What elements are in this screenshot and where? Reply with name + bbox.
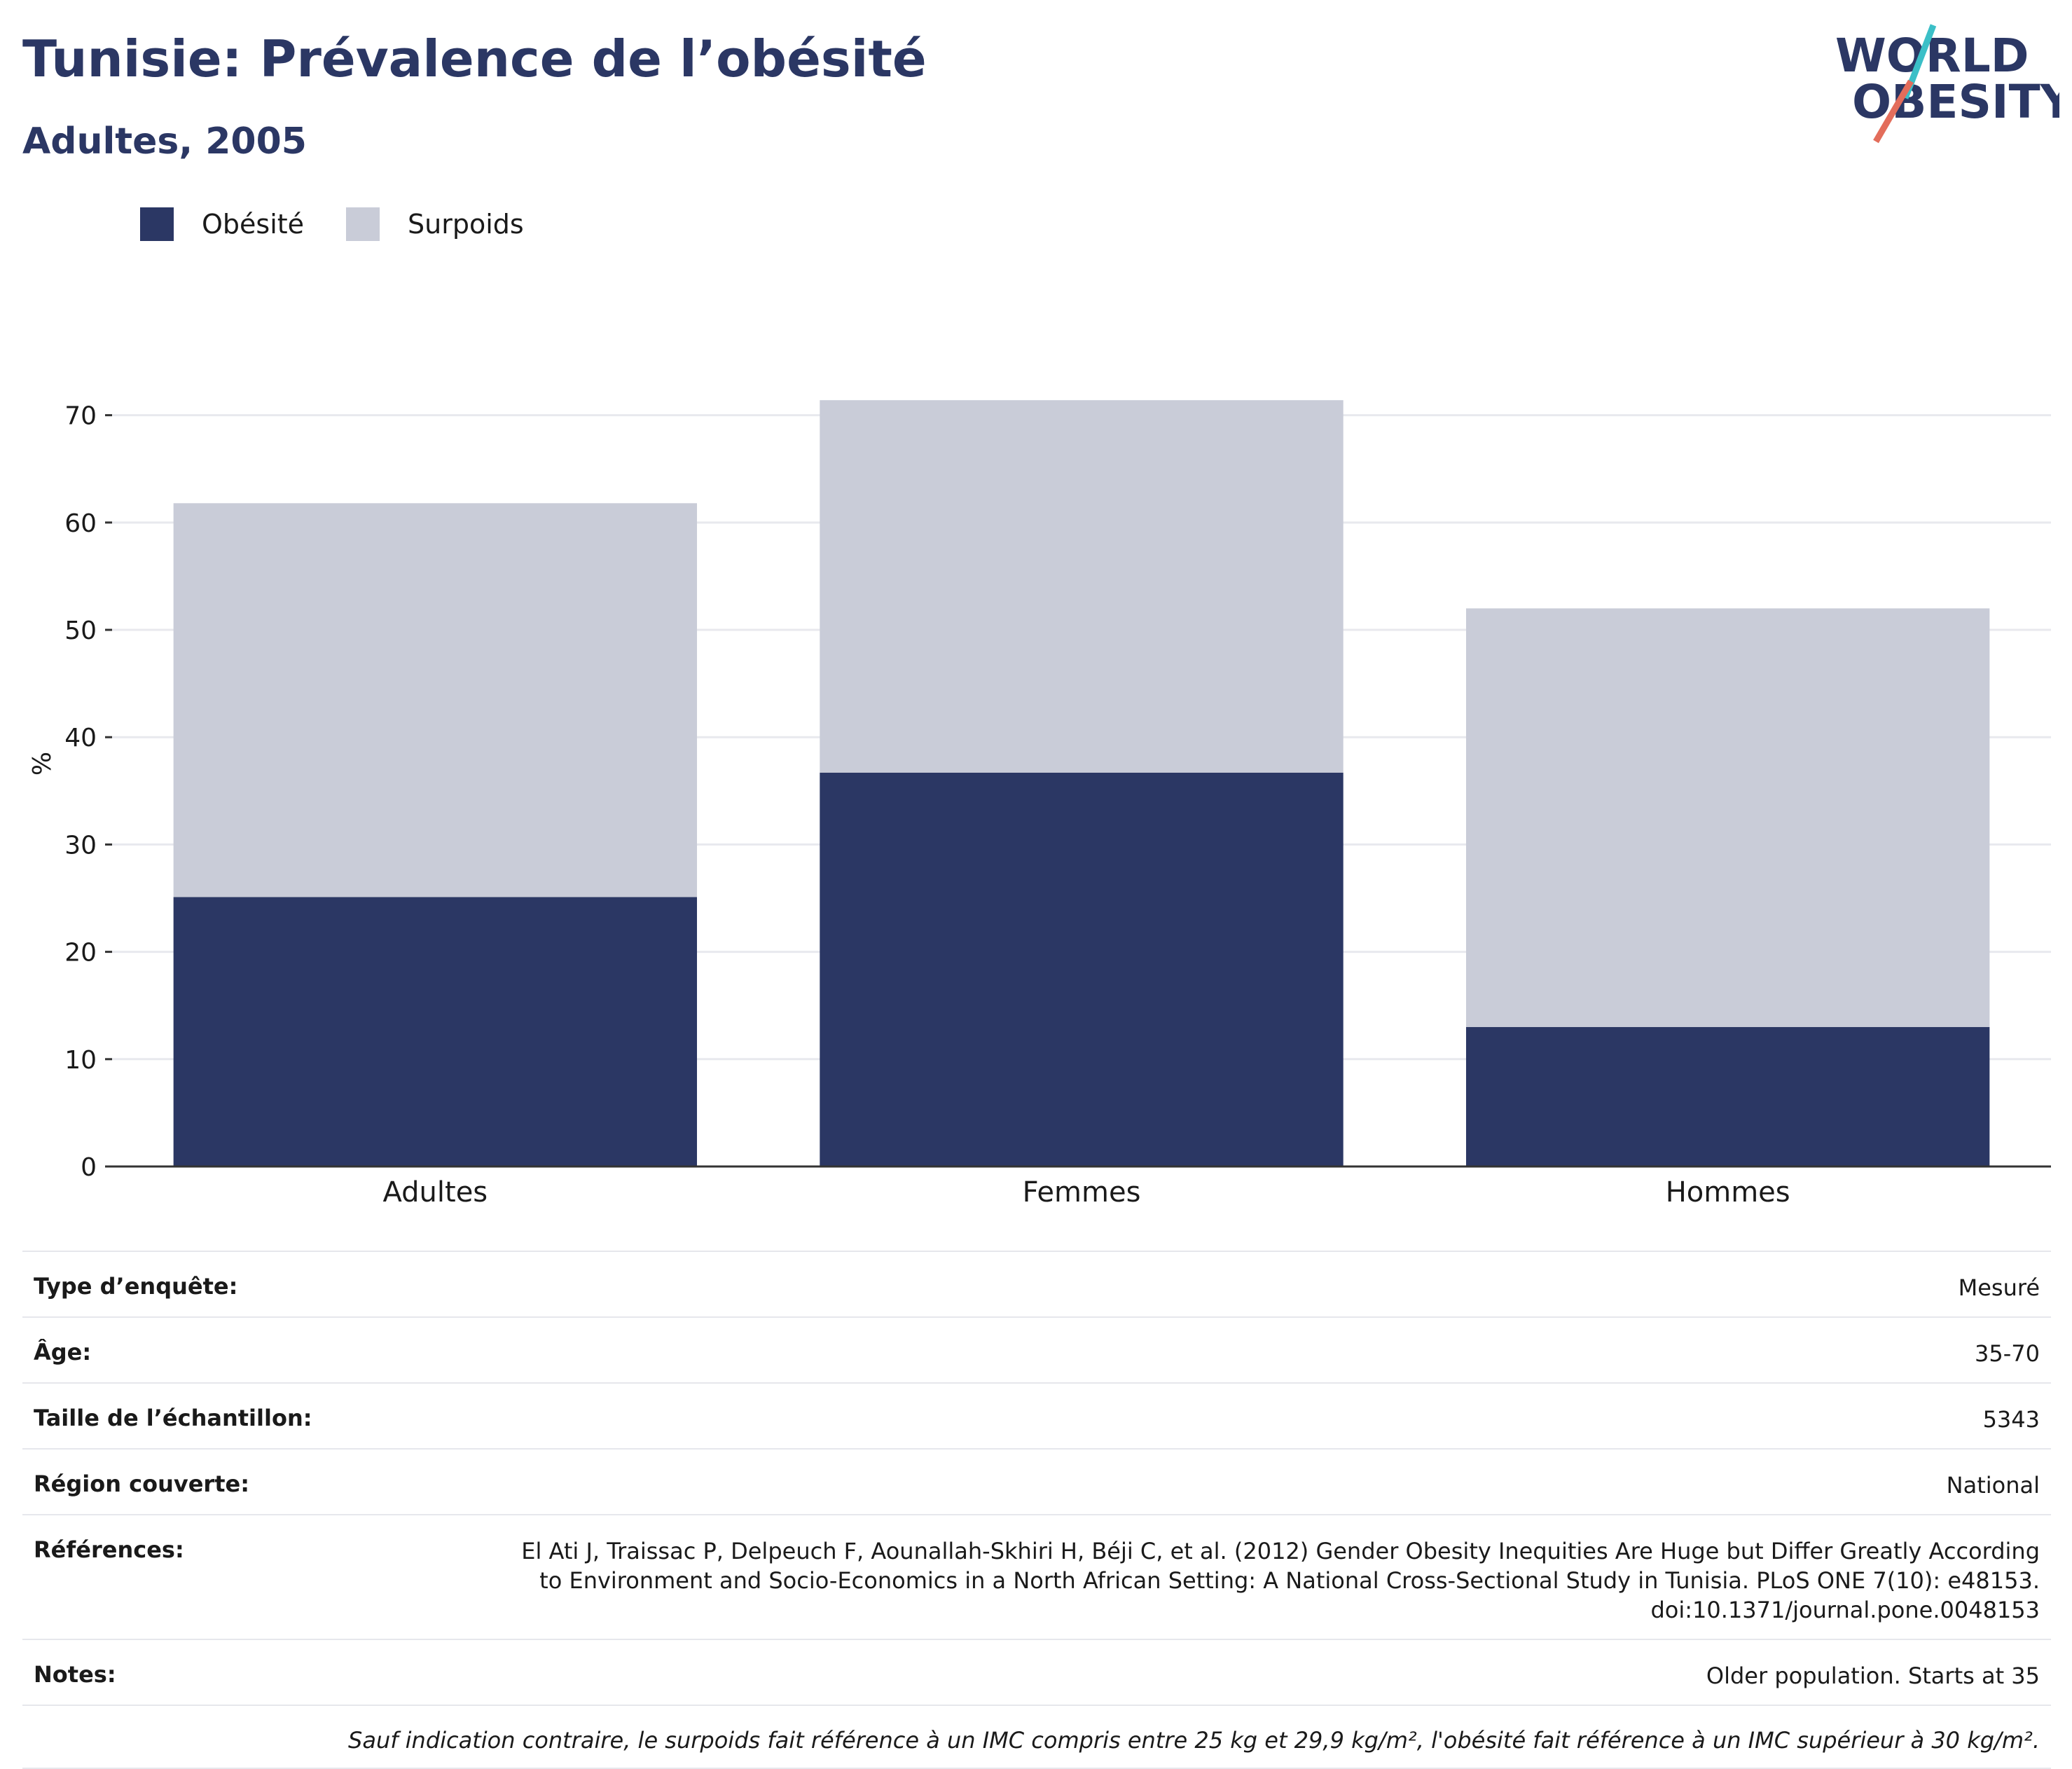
y-tick-label: 30 [64, 831, 97, 860]
legend-item-overweight[interactable]: Surpoids [346, 207, 524, 241]
meta-row: Type d’enquête: Mesuré [22, 1251, 2051, 1316]
meta-value: El Ati J, Traissac P, Delpeuch F, Aounal… [521, 1538, 2040, 1623]
legend-label-overweight: Surpoids [408, 209, 524, 240]
bar-chart: 0 10 20 30 40 50 60 70 % Adultes Femmes Hommes [28, 400, 2051, 1209]
x-tick-label: Hommes [1666, 1176, 1790, 1209]
bar-overweight-femmes[interactable] [820, 400, 1344, 773]
bars [173, 400, 1990, 1166]
y-tick-label: 50 [64, 617, 97, 645]
y-tick-label: 40 [64, 724, 97, 752]
meta-value: National [1946, 1472, 2040, 1499]
legend-swatch-overweight [346, 207, 380, 241]
chart-subtitle: Adultes, 2005 [22, 121, 307, 163]
x-tick-label: Adultes [383, 1176, 488, 1209]
meta-key: Région couverte: [34, 1471, 249, 1497]
bar-obesity-femmes[interactable] [820, 772, 1344, 1166]
meta-value: Older population. Starts at 35 [1706, 1663, 2040, 1689]
meta-key: Type d’enquête: [34, 1273, 238, 1300]
meta-key: Notes: [34, 1661, 116, 1688]
meta-value: 5343 [1982, 1406, 2040, 1433]
world-obesity-logo: WORLD OBESITY [1835, 24, 2059, 144]
y-axis-ticks: 0 10 20 30 40 50 60 70 [64, 402, 112, 1182]
meta-key: Références: [34, 1536, 184, 1563]
footnote-text: Sauf indication contraire, le surpoids f… [348, 1727, 2040, 1754]
meta-value: 35-70 [1975, 1340, 2040, 1367]
chart-title: Tunisie: Prévalence de l’obésité [22, 29, 927, 88]
legend-item-obesity[interactable]: Obésité [140, 207, 304, 241]
legend-swatch-obesity [140, 207, 174, 241]
logo-line1: WORLD [1835, 29, 2029, 83]
meta-row: Références: El Ati J, Traissac P, Delpeuc… [22, 1514, 2051, 1639]
bar-overweight-hommes[interactable] [1465, 608, 1990, 1027]
meta-row: Taille de l’échantillon: 5343 [22, 1382, 2051, 1448]
logo-slash [1873, 79, 1914, 144]
meta-key: Âge: [34, 1339, 92, 1365]
x-tick-label: Femmes [1023, 1176, 1141, 1209]
y-tick-label: 70 [64, 402, 97, 431]
y-tick-label: 20 [64, 939, 97, 968]
bar-obesity-adultes[interactable] [173, 897, 698, 1166]
footnote: Sauf indication contraire, le surpoids f… [22, 1705, 2051, 1769]
meta-row: Notes: Older population. Starts at 35 [22, 1639, 2051, 1705]
x-axis-labels: Adultes Femmes Hommes [383, 1176, 1790, 1209]
bar-overweight-adultes[interactable] [173, 503, 698, 897]
y-tick-label: 10 [64, 1046, 97, 1075]
bar-obesity-hommes[interactable] [1465, 1026, 1990, 1166]
chart-legend: Obésité Surpoids [140, 207, 566, 241]
meta-row: Âge: 35-70 [22, 1316, 2051, 1382]
meta-row: Région couverte: National [22, 1448, 2051, 1514]
y-axis-label: % [28, 752, 57, 776]
meta-key: Taille de l’échantillon: [34, 1405, 312, 1431]
y-tick-label: 0 [81, 1153, 97, 1182]
meta-value: Mesuré [1958, 1274, 2040, 1301]
legend-label-obesity: Obésité [202, 209, 305, 240]
y-tick-label: 60 [64, 509, 97, 538]
survey-metadata: Type d’enquête: Mesuré Âge: 35-70 Taille de … [22, 1251, 2051, 1769]
